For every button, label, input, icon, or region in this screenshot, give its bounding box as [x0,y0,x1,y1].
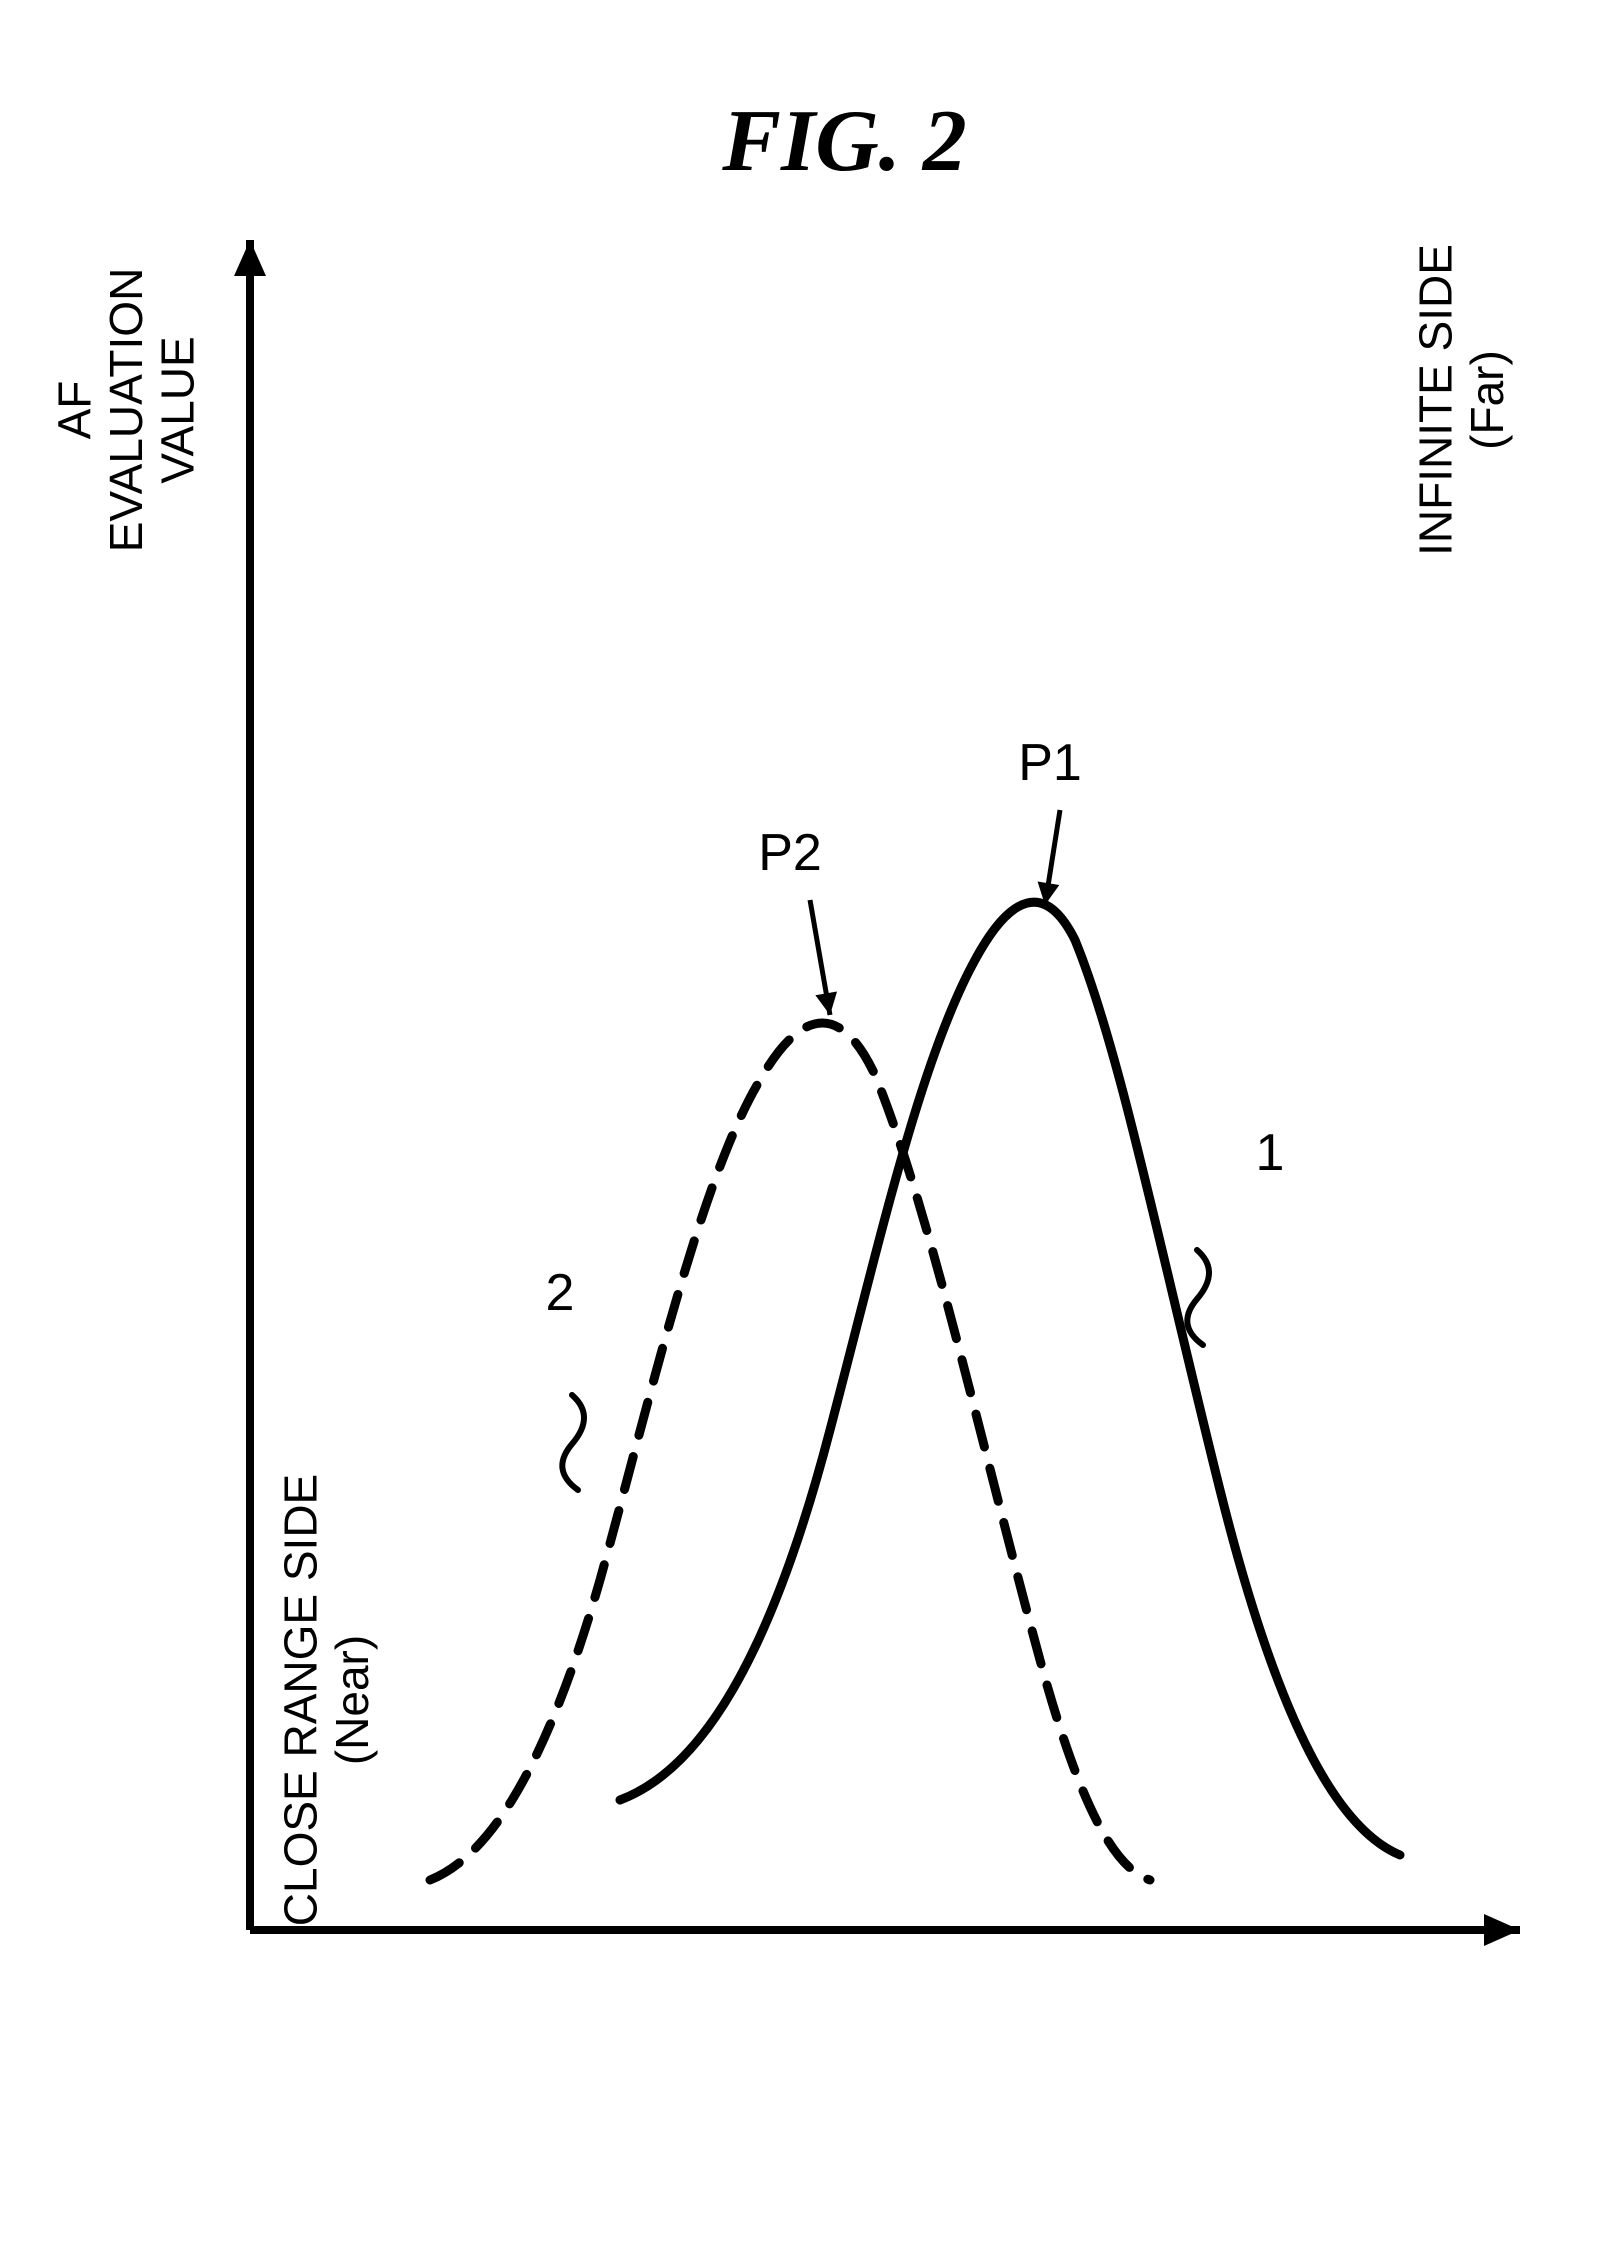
svg-text:(Near): (Near) [326,1635,378,1765]
y-axis-label: AFEVALUATIONVALUE [49,268,204,553]
svg-text:(Far): (Far) [1461,350,1513,450]
figure-title: FIG. 2 [721,93,967,190]
svg-text:AF: AF [49,381,101,440]
svg-text:EVALUATION: EVALUATION [100,268,152,553]
curve-2-peak-label: P2 [758,824,822,882]
curve-1 [620,902,1400,1855]
curve-1-id-label: 1 [1256,1124,1285,1182]
svg-text:VALUE: VALUE [152,336,204,483]
x-axis-left-label: CLOSE RANGE SIDE(Near) [274,1474,378,1926]
af-evaluation-chart: FIG. 2AFEVALUATIONVALUECLOSE RANGE SIDE(… [0,0,1609,2266]
x-axis-right-label: INFINITE SIDE(Far) [1409,244,1513,556]
svg-text:CLOSE RANGE SIDE: CLOSE RANGE SIDE [274,1474,326,1926]
curve-2-id-label: 2 [546,1264,575,1322]
curve-1-peak-label: P1 [1018,734,1082,792]
curve-2 [430,1023,1150,1880]
svg-text:INFINITE SIDE: INFINITE SIDE [1409,244,1461,556]
page: FIG. 2AFEVALUATIONVALUECLOSE RANGE SIDE(… [0,0,1609,2266]
